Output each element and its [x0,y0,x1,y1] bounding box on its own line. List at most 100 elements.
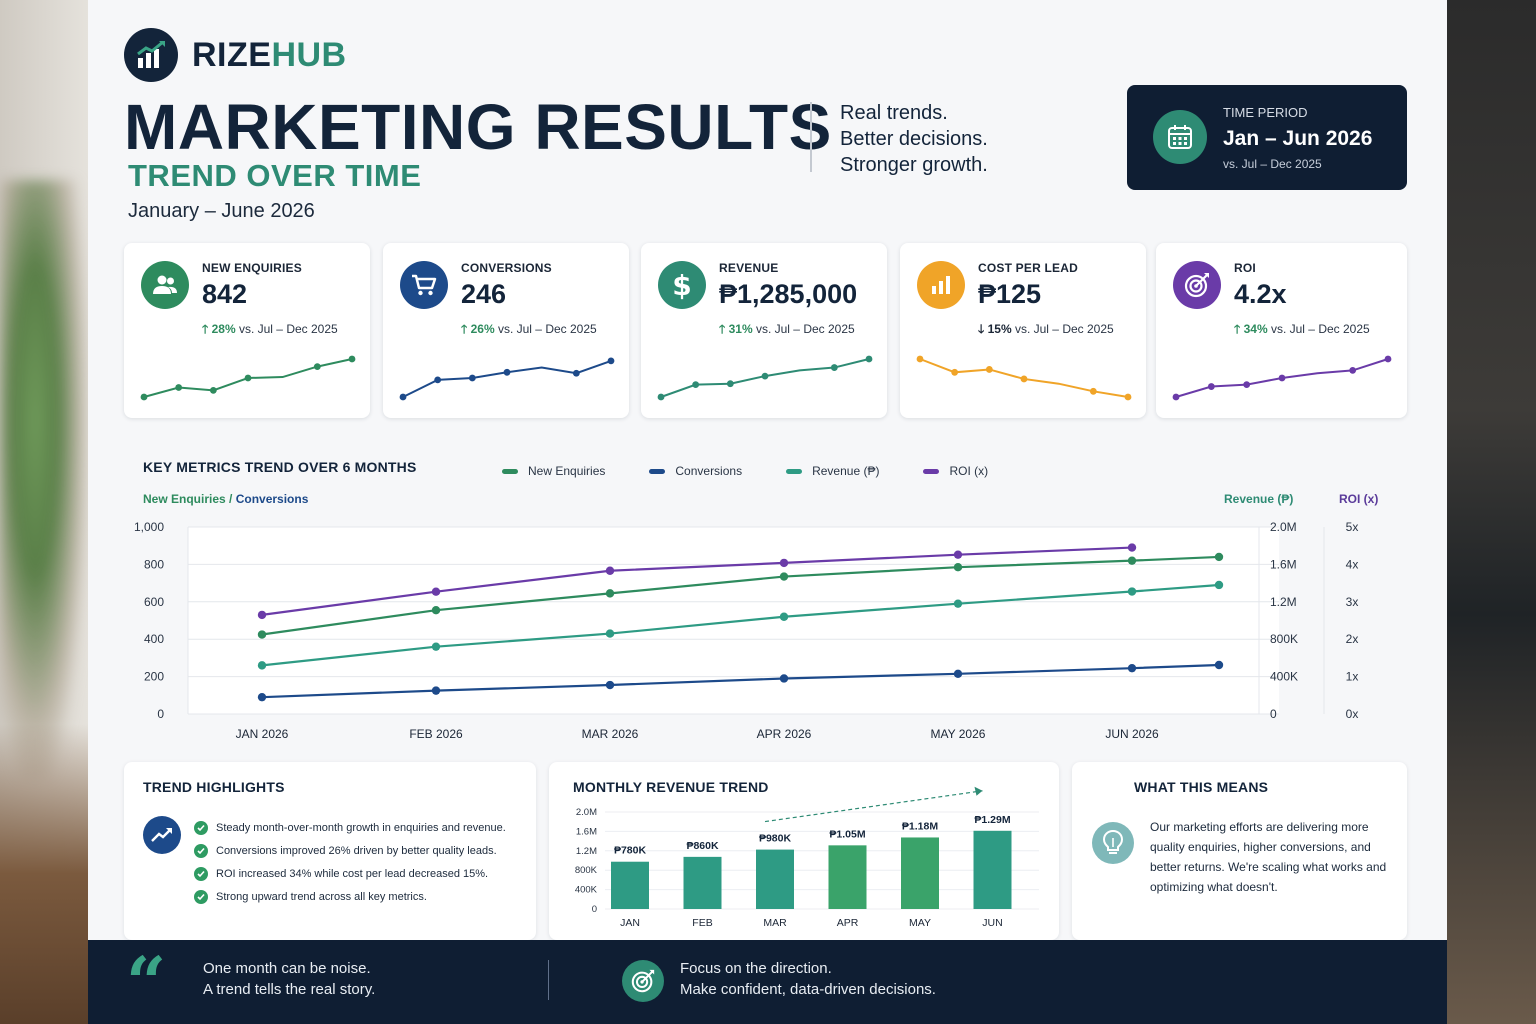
kpi-delta: 🡑 31% vs. Jul – Dec 2025 [719,320,855,341]
sparkline-point [1278,374,1286,382]
time-period-card: TIME PERIOD Jan – Jun 2026 vs. Jul – Dec… [1127,85,1407,190]
x-axis-tick: MAY 2026 [931,727,986,740]
check-icon [194,889,208,904]
roi-axis-tick: 3x [1346,595,1359,609]
background-plant [0,180,88,780]
plot-area [188,527,1279,714]
time-period-value: Jan – Jun 2026 [1223,127,1373,150]
list-item: Strong upward trend across all key metri… [194,885,506,908]
footer-focus: Focus on the direction. Make confident, … [680,958,936,1000]
trend-arrow-line [764,790,983,823]
bar-data-label: ₱780K [614,845,647,857]
series-point [953,599,963,608]
series-point [1214,660,1224,670]
series-point [1214,552,1224,562]
left-axis-tick: 800 [144,557,164,571]
background-mug [1447,0,1536,1024]
revenue-axis-tick: 400K [1270,670,1298,684]
sparkline-point [1124,393,1132,401]
what-this-means-panel: WHAT THIS MEANS Our marketing efforts ar… [1072,762,1407,940]
sparkline-point [209,386,217,394]
bar-data-label: ₱860K [686,840,719,852]
revenue-bar [901,837,939,909]
legend-label: ROI (x) [949,464,989,478]
kpi-delta: 🡑 26% vs. Jul – Dec 2025 [461,320,597,341]
x-axis-tick: APR 2026 [757,727,812,740]
legend-swatch [649,468,666,474]
arrow-down-icon: 🡓 [978,322,985,336]
revenue-axis-tick: 800K [1270,632,1298,646]
highlight-text: ROI increased 34% while cost per lead de… [216,867,489,880]
trend-arrow-head [974,786,983,796]
highlight-text: Conversions improved 26% driven by bette… [216,844,497,857]
sparkline-point [175,384,183,391]
footer-focus-line: Focus on the direction. [680,960,832,977]
sparkline-point [916,355,924,363]
sparkline-point [1349,367,1357,374]
arrow-up-icon: 🡑 [202,322,209,336]
kpi-value: 246 [461,279,507,309]
trend-highlights-title: TREND HIGHLIGHTS [143,779,285,795]
users-icon [141,261,189,309]
series-point [431,587,441,596]
series-line [261,546,1133,616]
x-axis-tick: JUN 2026 [1105,727,1159,740]
x-axis-tick: MAY [909,917,931,929]
tagline-line: Real trends. [840,102,948,124]
check-icon [194,820,208,835]
left-axis-tick: 400 [144,632,164,646]
what-this-means-text: Our marketing efforts are delivering mor… [1150,820,1387,894]
series-point [605,680,615,690]
y-axis-tick: 0 [592,904,597,915]
kpi-delta-pct: 31% [728,322,753,336]
roi-axis-tick: 1x [1346,670,1359,684]
kpi-value: ₱1,285,000 [719,279,858,309]
series-point [1214,580,1224,590]
legend-item-revenue: Revenue (₱) [786,464,879,478]
roi-axis-tick: 0x [1346,707,1359,721]
sparkline-point [468,374,476,382]
kpi-sparkline [916,355,1132,401]
legend-swatch [786,468,803,474]
brand-name-part1: RIZE [192,35,272,74]
legend-item-conversions: Conversions [649,464,742,478]
dollar-icon: $ [658,261,706,309]
sparkline-line [402,359,612,398]
lightbulb-icon [1092,822,1134,864]
x-axis-tick: JUN [982,917,1002,929]
footer-focus-line: Make confident, data-driven decisions. [680,981,936,998]
sparkline-point [692,381,700,389]
monthly-revenue-title: MONTHLY REVENUE TREND [573,779,769,795]
list-item: Steady month-over-month growth in enquir… [194,816,506,839]
monthly-revenue-bar-chart: 0 400K 800K 1.2M 1.6M 2.0M ₱780K JAN ₱860K FEB ₱98… [575,786,1039,929]
series-point [779,612,789,621]
left-axis-title-part2: Conversions [235,492,309,506]
sparkline-point [951,368,959,376]
kpi-delta-pct: 28% [211,322,236,336]
series-point [605,629,615,638]
x-axis-tick: MAR [763,917,787,929]
time-period-compare: vs. Jul – Dec 2025 [1223,157,1322,171]
revenue-axis-tick: 1.6M [1270,557,1297,571]
sparkline-point [985,366,993,373]
kpi-delta: 🡓 15% vs. Jul – Dec 2025 [978,320,1114,341]
sparkline-point [607,357,615,365]
kpi-sparkline [657,355,873,401]
sparkline-point [348,355,356,363]
sparkline-point [761,372,769,380]
sparkline-point [657,393,665,401]
left-axis-tick: 1,000 [134,520,164,534]
kpi-value: 4.2x [1234,279,1287,309]
sparkline-point [244,374,252,382]
x-axis-tick: JAN [620,917,640,929]
series-point [1127,543,1137,552]
series-point [431,642,441,651]
series-point [1127,556,1137,565]
roi-axis-tick: 5x [1346,520,1359,534]
list-item: ROI increased 34% while cost per lead de… [194,862,506,885]
series-point [779,674,789,683]
kpi-delta-compare: vs. Jul – Dec 2025 [1270,322,1370,336]
sparkline-point [313,363,321,370]
series-point [779,558,789,568]
tagline: Real trends. Better decisions. Stronger … [840,100,988,178]
